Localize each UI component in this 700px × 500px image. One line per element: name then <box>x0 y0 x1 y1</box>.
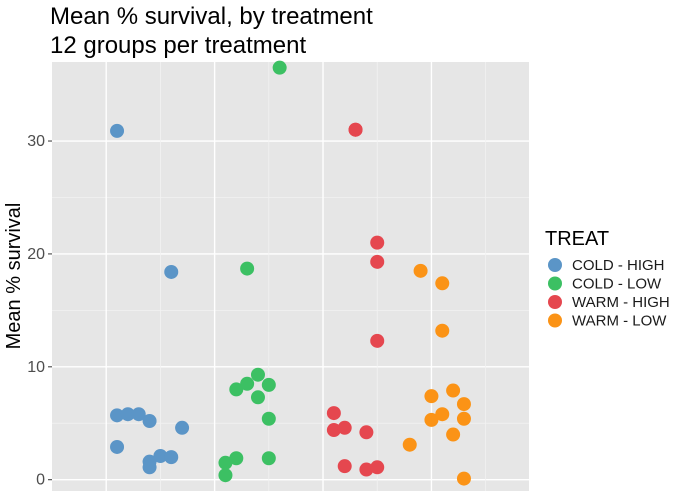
series-group <box>218 60 287 483</box>
data-point <box>110 123 125 138</box>
data-point <box>164 264 179 279</box>
data-point <box>261 451 276 466</box>
data-point <box>359 425 374 440</box>
data-point <box>370 254 385 269</box>
legend-item: WARM - HIGH <box>548 294 670 311</box>
data-points <box>110 60 471 486</box>
plot-panel <box>52 62 529 491</box>
legend-label: COLD - HIGH <box>572 257 665 274</box>
y-tick-label: 20 <box>27 246 45 263</box>
legend-swatch <box>548 258 562 272</box>
data-point <box>348 122 363 137</box>
data-point <box>110 408 125 423</box>
y-axis-ticks: 0 10 20 30 <box>27 133 52 489</box>
data-point <box>218 468 233 483</box>
data-point <box>402 437 417 452</box>
data-point <box>261 411 276 426</box>
data-point <box>142 460 157 475</box>
data-point <box>326 423 341 438</box>
data-point <box>120 407 135 422</box>
series-group <box>326 122 385 477</box>
series-group <box>110 123 190 475</box>
data-point <box>131 407 146 422</box>
data-point <box>250 367 265 382</box>
data-point <box>413 263 428 278</box>
data-point <box>218 455 233 470</box>
data-point <box>435 323 450 338</box>
legend-label: WARM - HIGH <box>572 294 670 311</box>
data-point <box>164 450 179 465</box>
y-tick-label: 0 <box>36 472 45 489</box>
legend-item: COLD - LOW <box>548 276 662 293</box>
data-point <box>424 412 439 427</box>
data-point <box>240 261 255 276</box>
series-group <box>402 263 471 486</box>
y-tick-label: 10 <box>27 359 45 376</box>
data-point <box>456 471 471 486</box>
data-point <box>456 397 471 412</box>
data-point <box>175 420 190 435</box>
legend-swatch <box>548 295 562 309</box>
data-point <box>359 462 374 477</box>
data-point <box>424 389 439 404</box>
legend-item: WARM - LOW <box>548 313 667 330</box>
data-point <box>370 460 385 475</box>
data-point <box>272 60 287 75</box>
legend-label: COLD - LOW <box>572 276 662 293</box>
legend-title: TREAT <box>545 228 609 250</box>
data-point <box>446 427 461 442</box>
data-point <box>370 235 385 250</box>
data-point <box>326 406 341 421</box>
data-point <box>261 377 276 392</box>
data-point <box>446 383 461 398</box>
data-point <box>435 407 450 422</box>
legend-label: WARM - LOW <box>572 313 667 330</box>
data-point <box>250 390 265 405</box>
data-point <box>435 276 450 291</box>
data-point <box>337 420 352 435</box>
legend-item: COLD - HIGH <box>548 257 665 274</box>
chart-subtitle: 12 groups per treatment <box>50 32 306 59</box>
data-point <box>110 439 125 454</box>
y-axis-title: Mean % survival <box>3 203 25 350</box>
data-point <box>229 382 244 397</box>
data-point <box>370 333 385 348</box>
data-point <box>229 451 244 466</box>
data-point <box>153 449 168 464</box>
y-tick-label: 30 <box>27 133 45 150</box>
grid-lines <box>52 62 529 491</box>
chart-title: Mean % survival, by treatment <box>50 3 373 30</box>
data-point <box>337 459 352 474</box>
data-point <box>142 414 157 429</box>
legend-swatch <box>548 313 562 328</box>
data-point <box>456 411 471 426</box>
legend-swatch <box>548 276 562 291</box>
data-point <box>240 376 255 391</box>
